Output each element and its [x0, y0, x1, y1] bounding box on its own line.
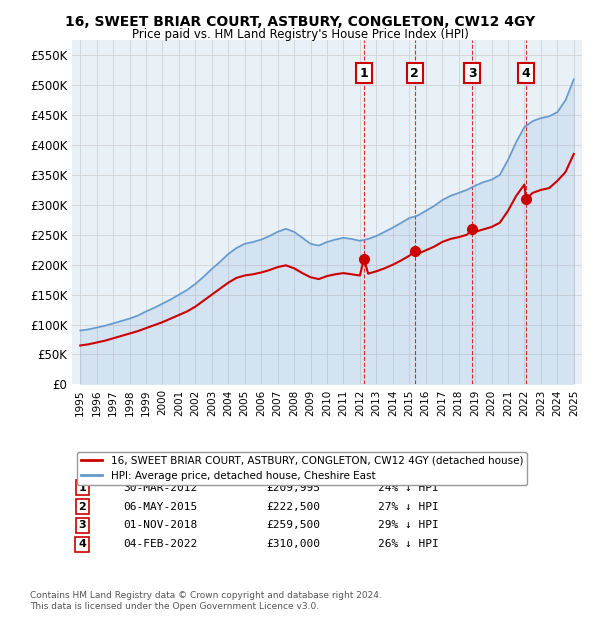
Text: 4: 4 [521, 67, 530, 80]
Text: 27% ↓ HPI: 27% ↓ HPI [378, 502, 439, 512]
Text: 06-MAY-2015: 06-MAY-2015 [123, 502, 197, 512]
Text: 01-NOV-2018: 01-NOV-2018 [123, 520, 197, 531]
Text: 2: 2 [79, 502, 86, 512]
Text: Price paid vs. HM Land Registry's House Price Index (HPI): Price paid vs. HM Land Registry's House … [131, 28, 469, 41]
Text: £222,500: £222,500 [266, 502, 320, 512]
Text: 26% ↓ HPI: 26% ↓ HPI [378, 539, 439, 549]
Text: 2: 2 [410, 67, 419, 80]
Text: 3: 3 [79, 520, 86, 531]
Text: 3: 3 [468, 67, 477, 80]
Text: Contains HM Land Registry data © Crown copyright and database right 2024.
This d: Contains HM Land Registry data © Crown c… [30, 591, 382, 611]
Text: 1: 1 [359, 67, 368, 80]
Text: £310,000: £310,000 [266, 539, 320, 549]
Text: 30-MAR-2012: 30-MAR-2012 [123, 482, 197, 493]
Text: £209,995: £209,995 [266, 482, 320, 493]
Text: 16, SWEET BRIAR COURT, ASTBURY, CONGLETON, CW12 4GY: 16, SWEET BRIAR COURT, ASTBURY, CONGLETO… [65, 16, 535, 30]
Text: £259,500: £259,500 [266, 520, 320, 531]
Text: 4: 4 [78, 539, 86, 549]
Legend: 16, SWEET BRIAR COURT, ASTBURY, CONGLETON, CW12 4GY (detached house), HPI: Avera: 16, SWEET BRIAR COURT, ASTBURY, CONGLETO… [77, 451, 527, 485]
Text: 24% ↓ HPI: 24% ↓ HPI [378, 482, 439, 493]
Text: 04-FEB-2022: 04-FEB-2022 [123, 539, 197, 549]
Text: 1: 1 [79, 482, 86, 493]
Text: 29% ↓ HPI: 29% ↓ HPI [378, 520, 439, 531]
